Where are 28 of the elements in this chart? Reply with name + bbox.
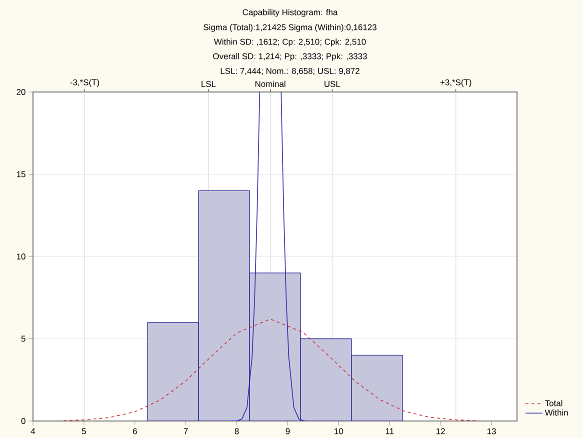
line-series <box>63 318 477 421</box>
legend-label: Within <box>544 409 568 416</box>
text: Within SD: ,1612; Cp: 2,510; Cpk: 2,510 <box>214 38 366 46</box>
y-tick-label: 5 <box>21 336 26 342</box>
ref-line-label: +3,*S(T) <box>440 79 472 87</box>
ref-line-label: USL <box>324 80 340 87</box>
chart-title: Capability Histogram: fha <box>242 9 338 17</box>
ref-line-label: LSL <box>202 80 216 87</box>
x-tick-label: 9 <box>286 428 290 434</box>
x-tick-label: 5 <box>82 428 86 434</box>
y-tick-label: 10 <box>16 254 26 260</box>
x-tick-label: 4 <box>30 428 36 434</box>
x-tick-label: 8 <box>234 428 239 434</box>
y-tick-label: 0 <box>21 418 26 424</box>
text: Sigma (Total):1,21425 Sigma (Within):0,16123 <box>204 24 376 32</box>
text: LSL: 7,444; Nom.: 8,658; USL: 9,872 <box>220 68 360 75</box>
ref-line-label: -3,*S(T) <box>70 79 100 87</box>
y-tick-label: 20 <box>16 89 26 95</box>
x-tick-label: 6 <box>132 428 137 434</box>
x-tick-label: 12 <box>436 428 445 434</box>
x-tick-label: 10 <box>334 428 344 434</box>
x-tick-label: 13 <box>487 428 496 434</box>
x-tick-label: 7 <box>184 428 188 434</box>
text: Overall SD: 1,214; Pp: ,3333; Ppk: ,3333 <box>213 53 367 61</box>
ref-line-label: Nominal <box>255 80 286 87</box>
legend-label: Total <box>545 400 562 406</box>
y-tick-label: 15 <box>16 171 26 178</box>
x-tick-label: 11 <box>386 428 394 434</box>
